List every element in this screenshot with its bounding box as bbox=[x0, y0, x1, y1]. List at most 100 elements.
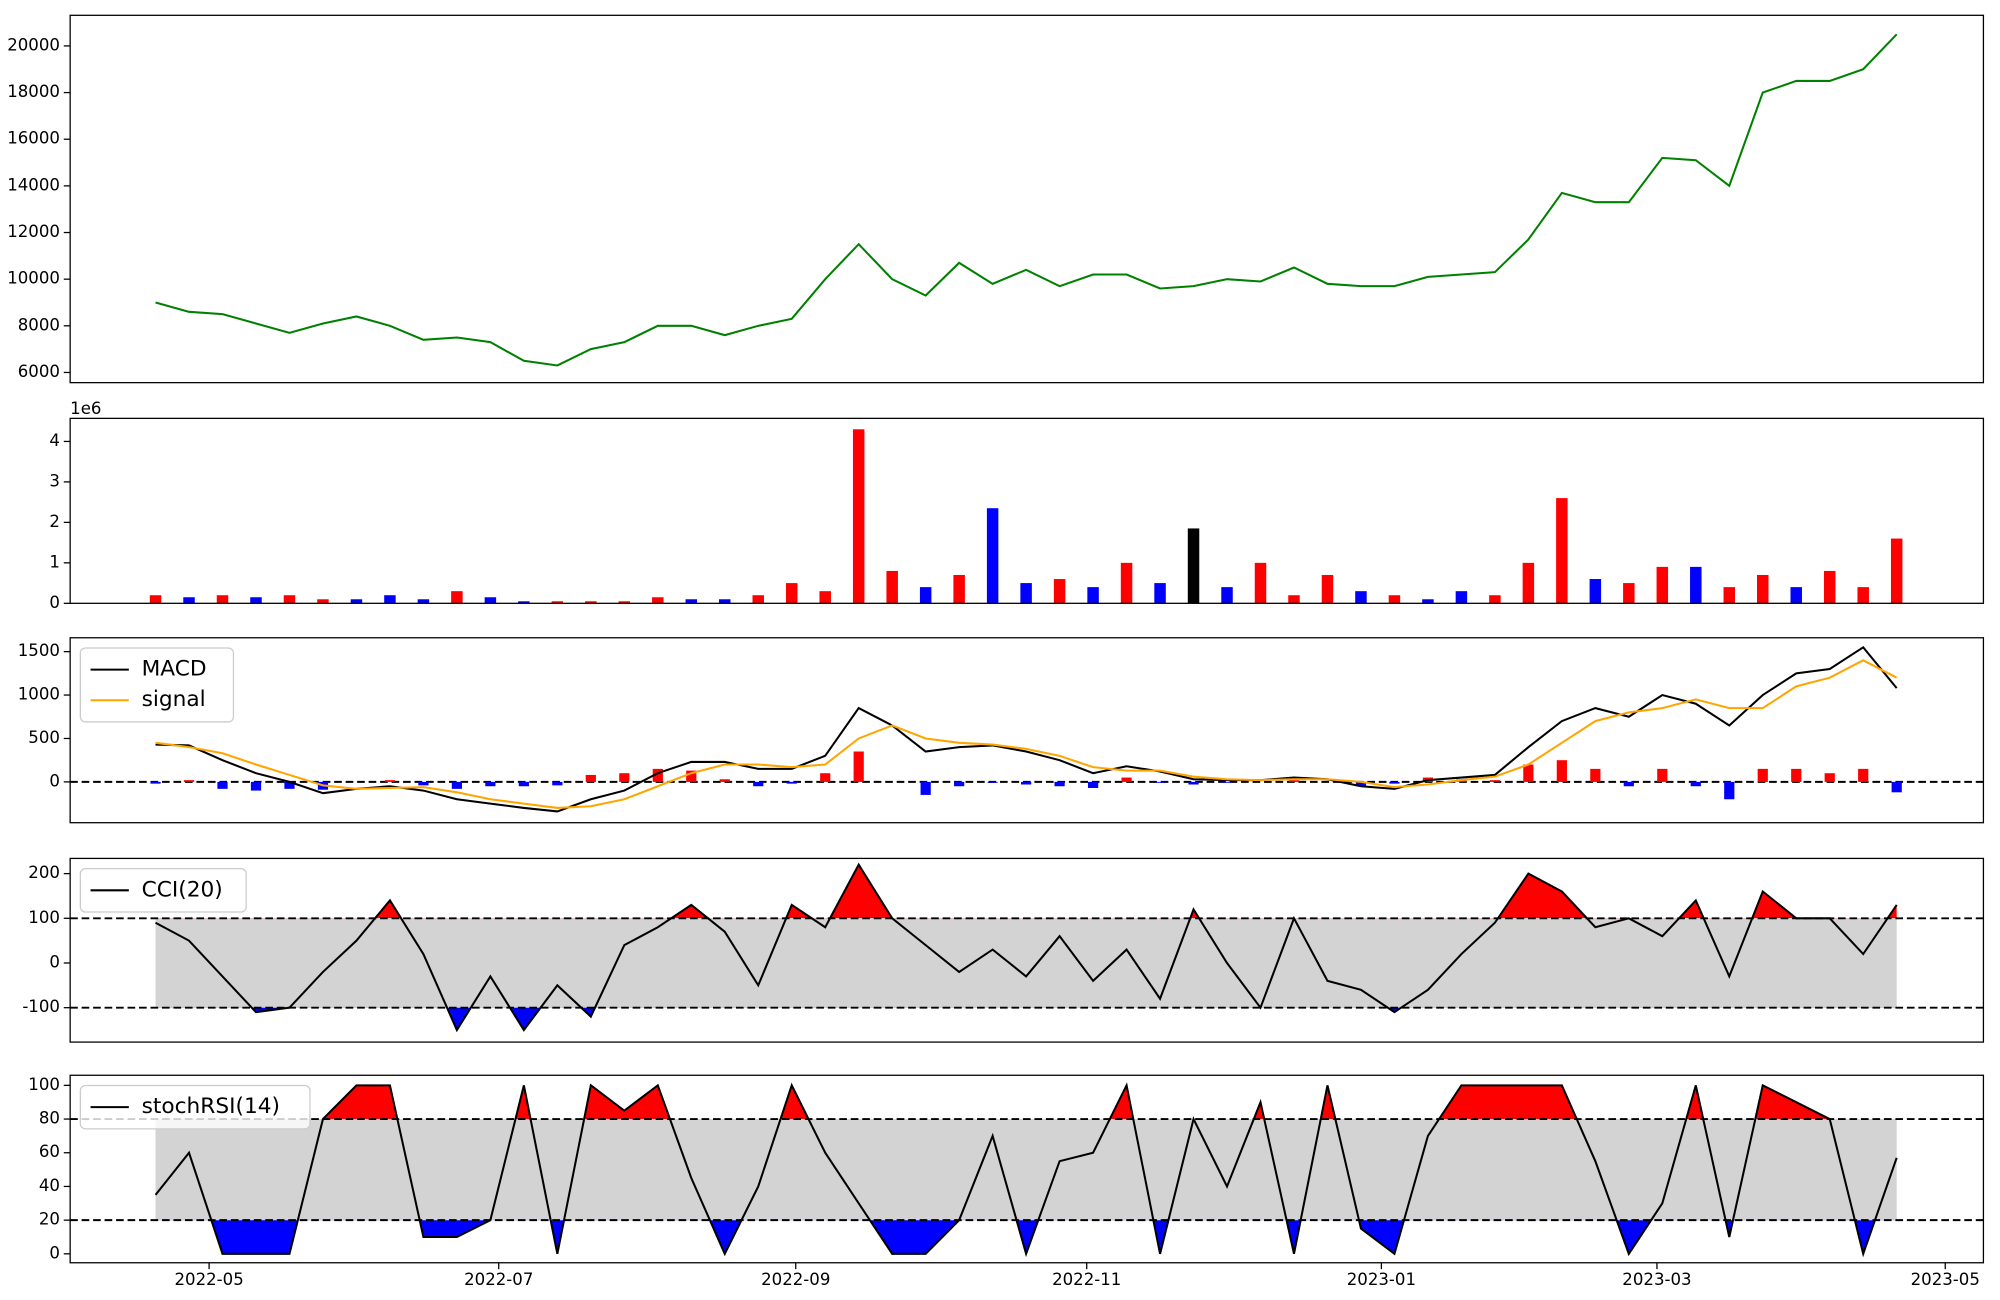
offset-label: 1e6 bbox=[70, 399, 101, 418]
volume-bar bbox=[250, 597, 262, 604]
y-tick-label: 6000 bbox=[18, 362, 60, 381]
volume-bar bbox=[785, 583, 798, 604]
histogram-bar bbox=[284, 781, 295, 789]
volume-bar bbox=[551, 601, 564, 604]
volume-bar bbox=[1254, 562, 1267, 604]
price-line bbox=[155, 33, 1898, 367]
y-tick-label: 200 bbox=[28, 863, 60, 882]
histogram-bar bbox=[1791, 768, 1802, 782]
y-tick-label: 16000 bbox=[7, 129, 60, 148]
y-tick-label: 20000 bbox=[7, 35, 60, 54]
y-tick-label: 1000 bbox=[18, 685, 60, 704]
volume-bar bbox=[1053, 579, 1066, 604]
histogram-bar bbox=[485, 781, 496, 787]
histogram-bar bbox=[217, 781, 228, 789]
volume-bar bbox=[1455, 591, 1468, 604]
x-tick-label: 2022-11 bbox=[1052, 1270, 1121, 1289]
y-tick-label: 10000 bbox=[7, 269, 60, 288]
y-tick-label: 8000 bbox=[18, 315, 60, 334]
histogram-bar bbox=[1489, 780, 1500, 782]
volume-bar bbox=[451, 591, 463, 604]
y-tick-label: 1 bbox=[49, 552, 60, 571]
histogram-bar bbox=[619, 773, 630, 782]
histogram-bar bbox=[1891, 781, 1902, 793]
y-tick-label: 0 bbox=[49, 771, 60, 790]
histogram-bar bbox=[1221, 781, 1233, 783]
histogram-bar bbox=[719, 779, 730, 782]
volume-bar bbox=[216, 595, 229, 604]
volume-bar bbox=[1790, 587, 1802, 604]
volume-bar bbox=[1522, 562, 1535, 604]
histogram-bar bbox=[1824, 773, 1835, 782]
histogram-bar bbox=[1288, 780, 1300, 782]
histogram-bar bbox=[250, 781, 262, 791]
y-tick-label: 0 bbox=[49, 1243, 60, 1262]
volume-bar bbox=[1087, 587, 1099, 604]
x-tick-label: 2023-01 bbox=[1347, 1270, 1416, 1289]
volume-bar bbox=[919, 587, 932, 604]
y-tick-label: 20 bbox=[39, 1210, 60, 1229]
histogram-bar bbox=[652, 768, 663, 782]
legend-box bbox=[79, 647, 235, 723]
histogram-bar bbox=[150, 781, 161, 784]
axes-frame bbox=[69, 1074, 1985, 1264]
y-tick-label: 0 bbox=[49, 952, 60, 971]
histogram-bar bbox=[686, 770, 697, 782]
volume-bar bbox=[484, 597, 497, 604]
histogram-bar bbox=[987, 781, 998, 783]
volume-bar bbox=[1154, 583, 1166, 604]
legend: stochRSI(14) bbox=[79, 1084, 311, 1130]
legend-label: CCI(20) bbox=[142, 877, 223, 902]
volume-bar bbox=[1757, 574, 1769, 604]
panel: 6000 8000 10000 12000 14000 16000 18000 20000 bbox=[7, 14, 1985, 384]
histogram-bar bbox=[1590, 768, 1601, 782]
volume-bar bbox=[283, 595, 296, 604]
histogram-bar bbox=[418, 781, 429, 786]
histogram-bar bbox=[853, 751, 864, 782]
volume-bar bbox=[1321, 574, 1334, 604]
volume-bar bbox=[652, 597, 664, 604]
histogram-bar bbox=[786, 781, 797, 784]
oversold-fill bbox=[155, 1220, 1897, 1254]
neutral-band bbox=[155, 918, 1897, 1008]
volume-bar bbox=[1020, 583, 1032, 604]
legend-box bbox=[79, 1084, 311, 1130]
volume-bar bbox=[852, 429, 865, 604]
volume-bar bbox=[183, 597, 195, 604]
panel: 0 1 2 3 4 1e6 bbox=[49, 399, 1985, 612]
histogram-bar bbox=[920, 781, 931, 795]
volume-bar bbox=[752, 595, 764, 604]
volume-bar bbox=[1690, 566, 1702, 604]
histogram-bar bbox=[1355, 781, 1367, 787]
volume-bar bbox=[1221, 587, 1233, 604]
axes-frame bbox=[69, 857, 1985, 1043]
volume-bar bbox=[986, 508, 999, 604]
histogram-bar bbox=[1054, 781, 1065, 787]
y-tick-label: 18000 bbox=[7, 82, 60, 101]
histogram-bar bbox=[183, 780, 195, 782]
histogram-bar bbox=[1021, 781, 1032, 785]
y-tick-label: 4 bbox=[49, 431, 60, 450]
histogram-bar bbox=[451, 781, 462, 789]
y-tick-label: 500 bbox=[28, 728, 60, 747]
neutral-band bbox=[155, 1119, 1897, 1221]
x-tick-label: 2023-05 bbox=[1911, 1270, 1980, 1289]
legend-label: signal bbox=[142, 687, 206, 712]
axes-frame bbox=[69, 637, 1985, 824]
histogram-bar bbox=[1154, 781, 1166, 783]
volume-bar bbox=[618, 601, 631, 604]
y-tick-label: 60 bbox=[39, 1142, 60, 1161]
panel: -100 0 100 200 CCI(20) bbox=[22, 857, 1985, 1043]
y-tick-label: 3 bbox=[49, 471, 60, 490]
oversold-fill bbox=[155, 1007, 1897, 1031]
y-tick-label: 1500 bbox=[18, 641, 60, 660]
panel: 0 20 40 60 80 100 2022-05 2022-07 2022-09 2022-11… bbox=[28, 1074, 1985, 1289]
histogram-bar bbox=[1087, 781, 1099, 788]
series-line bbox=[154, 1082, 1898, 1258]
axes-frame bbox=[69, 14, 1985, 384]
overbought-fill bbox=[375, 864, 1897, 919]
volume-bar bbox=[1556, 498, 1568, 604]
volume-bar bbox=[819, 591, 831, 604]
overbought-fill bbox=[322, 1085, 1830, 1120]
